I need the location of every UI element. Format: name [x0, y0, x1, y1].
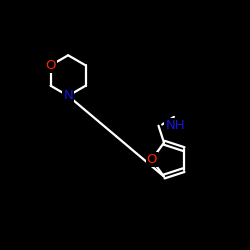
Text: O: O	[45, 59, 56, 72]
Text: NH: NH	[166, 119, 185, 132]
Text: N: N	[63, 89, 73, 102]
Text: O: O	[146, 153, 157, 166]
